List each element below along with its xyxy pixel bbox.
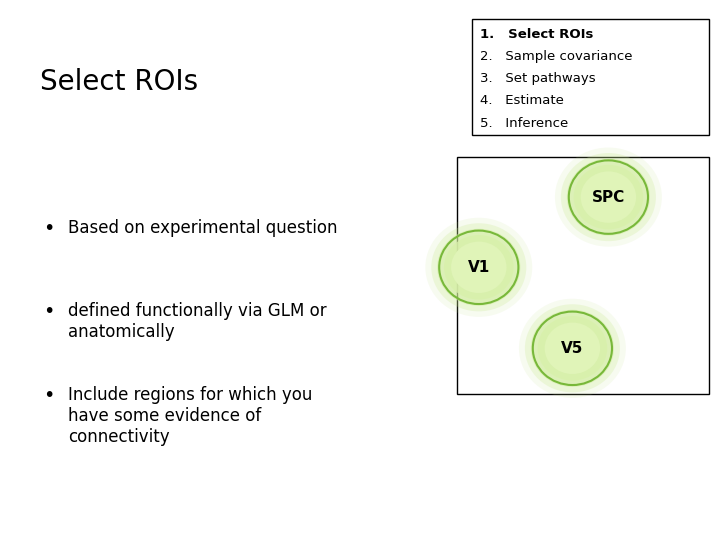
Text: 2.   Sample covariance: 2. Sample covariance [480, 50, 633, 63]
FancyBboxPatch shape [457, 157, 709, 394]
Ellipse shape [538, 316, 607, 381]
Ellipse shape [451, 241, 507, 293]
Text: 4.   Estimate: 4. Estimate [480, 94, 564, 107]
Text: •: • [43, 219, 55, 238]
Ellipse shape [561, 153, 656, 241]
Ellipse shape [444, 235, 513, 300]
Text: Based on experimental question: Based on experimental question [68, 219, 338, 237]
Text: 3.   Set pathways: 3. Set pathways [480, 72, 596, 85]
FancyBboxPatch shape [472, 19, 709, 135]
Text: Select ROIs: Select ROIs [40, 68, 198, 96]
Text: •: • [43, 302, 55, 321]
Text: V1: V1 [468, 260, 490, 275]
Ellipse shape [574, 165, 643, 230]
Ellipse shape [567, 159, 650, 235]
Text: 1.   Select ROIs: 1. Select ROIs [480, 28, 593, 41]
Ellipse shape [519, 299, 626, 398]
Ellipse shape [580, 171, 636, 223]
Ellipse shape [431, 223, 526, 312]
Text: 5.   Inference: 5. Inference [480, 117, 569, 130]
Ellipse shape [531, 310, 614, 387]
Text: •: • [43, 386, 55, 405]
Text: SPC: SPC [592, 190, 625, 205]
Text: V5: V5 [561, 341, 584, 356]
Ellipse shape [437, 229, 521, 306]
Ellipse shape [555, 147, 662, 247]
Text: defined functionally via GLM or
anatomically: defined functionally via GLM or anatomic… [68, 302, 327, 341]
Ellipse shape [426, 218, 532, 317]
Text: Include regions for which you
have some evidence of
connectivity: Include regions for which you have some … [68, 386, 312, 445]
Ellipse shape [544, 322, 600, 374]
Ellipse shape [525, 304, 620, 393]
